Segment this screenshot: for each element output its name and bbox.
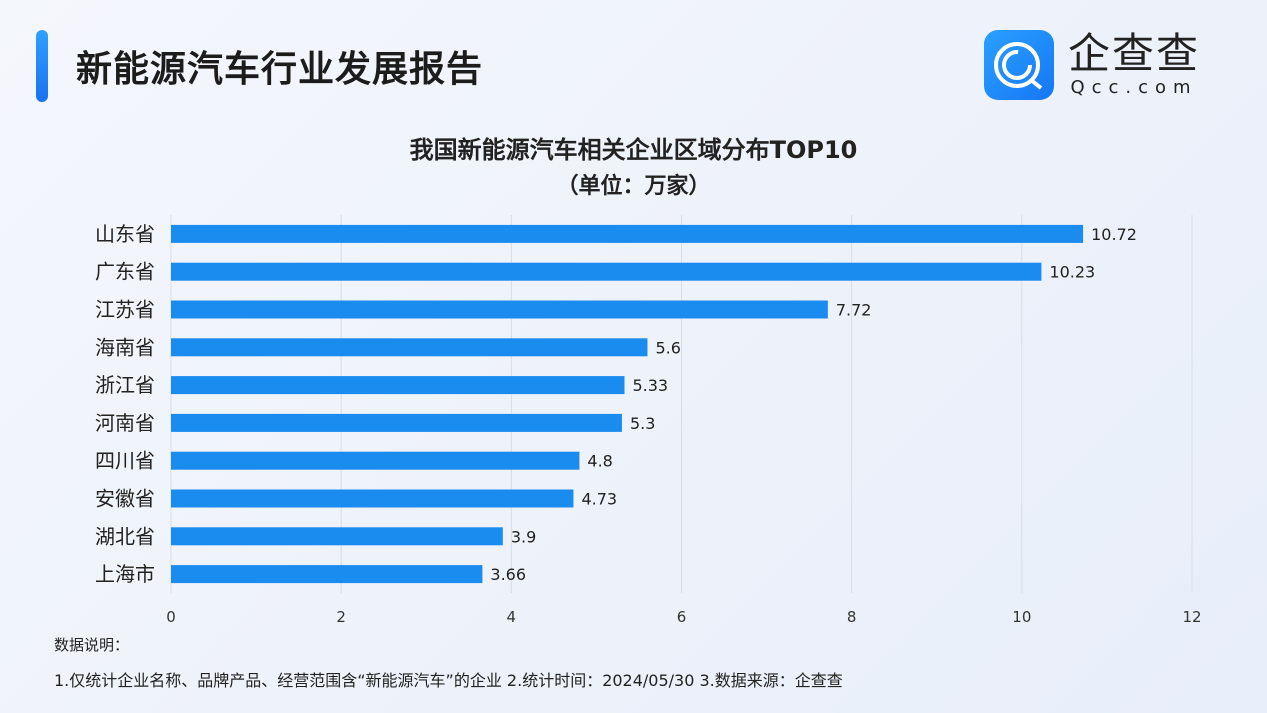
bar (171, 262, 1042, 281)
y-category-label: 广东省 (95, 260, 155, 284)
bar (171, 565, 483, 584)
data-label: 5.6 (655, 338, 680, 357)
y-category-label: 浙江省 (95, 373, 155, 397)
x-tick-label: 4 (507, 608, 517, 626)
data-label: 4.73 (581, 490, 617, 509)
bar (171, 413, 622, 432)
logo-domain: Qcc.com (1070, 77, 1198, 98)
y-category-label: 山东省 (95, 222, 155, 246)
title-accent-bar (36, 30, 48, 102)
x-tick-label: 2 (336, 608, 346, 626)
page-title: 新能源汽车行业发展报告 (76, 49, 484, 90)
data-label: 4.8 (587, 452, 612, 471)
data-label: 10.23 (1049, 263, 1095, 282)
qcc-logo-icon (984, 30, 1054, 100)
data-label: 3.66 (490, 565, 526, 584)
bar (171, 300, 828, 319)
y-category-label: 四川省 (95, 449, 155, 473)
logo-name: 企查查 (1068, 29, 1201, 78)
chart-title: 我国新能源汽车相关企业区域分布TOP10 (409, 136, 858, 164)
notes-heading: 数据说明： (54, 636, 130, 654)
y-category-label: 湖北省 (95, 524, 155, 548)
bar (171, 338, 648, 357)
x-tick-label: 8 (847, 608, 857, 626)
chart-subtitle: （单位：万家） (556, 174, 711, 199)
y-category-label: 上海市 (95, 562, 155, 586)
bar (171, 224, 1084, 243)
notes-text: 1.仅统计企业名称、品牌产品、经营范围含“新能源汽车”的企业 2.统计时间：20… (54, 671, 843, 690)
x-tick-label: 10 (1012, 608, 1031, 626)
y-category-label: 江苏省 (95, 298, 155, 322)
x-tick-label: 0 (166, 608, 176, 626)
data-label: 3.9 (511, 527, 536, 546)
bar (171, 376, 625, 395)
y-category-label: 海南省 (95, 335, 155, 359)
x-tick-label: 12 (1182, 608, 1201, 626)
data-label: 5.3 (630, 414, 655, 433)
qcc-logo: 企查查 Qcc.com (984, 30, 1200, 100)
data-label: 5.33 (632, 376, 668, 395)
y-category-label: 河南省 (95, 411, 155, 435)
data-label: 10.72 (1091, 225, 1137, 244)
data-label: 7.72 (836, 301, 872, 320)
x-tick-label: 6 (677, 608, 687, 626)
y-category-label: 安徽省 (95, 487, 155, 511)
bar (171, 489, 574, 508)
bar (171, 451, 580, 470)
bar (171, 527, 503, 546)
